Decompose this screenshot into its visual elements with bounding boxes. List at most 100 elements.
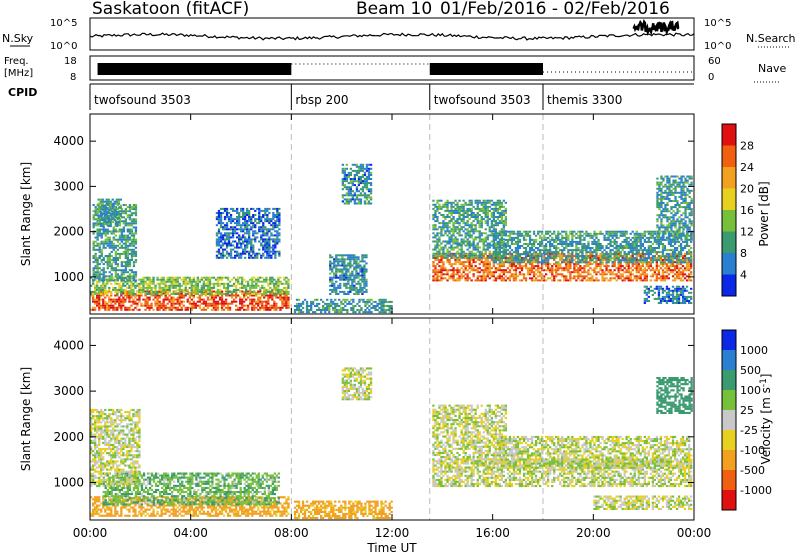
heatmap-cell — [179, 277, 181, 279]
heatmap-cell — [676, 259, 678, 261]
heatmap-cell — [120, 299, 122, 301]
heatmap-cell — [527, 259, 529, 261]
heatmap-cell — [94, 285, 96, 287]
heatmap-cell — [125, 210, 127, 212]
heatmap-cell — [203, 287, 205, 289]
heatmap-cell — [245, 291, 247, 293]
heatmap-cell — [503, 234, 505, 236]
heatmap-cell — [250, 222, 252, 224]
heatmap-cell — [257, 303, 259, 305]
heatmap-cell — [115, 239, 117, 241]
heatmap-cell — [362, 164, 364, 166]
heatmap-cell — [242, 249, 244, 251]
heatmap-cell — [463, 271, 465, 273]
heatmap-cell — [632, 273, 634, 275]
heatmap-cell — [391, 305, 393, 307]
heatmap-cell — [203, 307, 205, 309]
heatmap-cell — [265, 281, 267, 283]
heatmap-cell — [654, 273, 656, 275]
heatmap-cell — [110, 209, 112, 211]
heatmap-cell — [132, 289, 134, 291]
heatmap-cell — [436, 269, 438, 271]
heatmap-cell — [356, 303, 358, 305]
heatmap-cell — [283, 297, 285, 299]
heatmap-cell — [258, 220, 260, 222]
heatmap-cell — [589, 257, 591, 259]
heatmap-cell — [583, 277, 585, 279]
heatmap-cell — [349, 254, 351, 256]
heatmap-cell — [258, 210, 260, 212]
heatmap-cell — [333, 289, 335, 291]
heatmap-cell — [238, 253, 240, 255]
heatmap-cell — [169, 277, 171, 279]
heatmap-cell — [342, 194, 344, 196]
heatmap-cell — [219, 279, 221, 281]
heatmap-cell — [165, 285, 167, 287]
heatmap-cell — [473, 214, 475, 216]
heatmap-cell — [471, 234, 473, 236]
heatmap-cell — [446, 204, 448, 206]
heatmap-cell — [666, 269, 668, 271]
heatmap-cell — [95, 222, 97, 224]
heatmap-cell — [644, 267, 646, 269]
heatmap-cell — [335, 271, 337, 273]
heatmap-cell — [495, 257, 497, 259]
heatmap-cell — [505, 261, 507, 263]
heatmap-cell — [434, 210, 436, 212]
heatmap-cell — [355, 258, 357, 260]
heatmap-cell — [365, 269, 367, 271]
heatmap-cell — [499, 261, 501, 263]
heatmap-cell — [146, 285, 148, 287]
heatmap-cell — [230, 245, 232, 247]
heatmap-cell — [224, 210, 226, 212]
heatmap-cell — [244, 226, 246, 228]
heatmap-cell — [93, 222, 95, 224]
heatmap-cell — [177, 285, 179, 287]
heatmap-cell — [179, 287, 181, 289]
heatmap-cell — [340, 307, 342, 309]
heatmap-cell — [195, 303, 197, 305]
heatmap-cell — [240, 230, 242, 232]
heatmap-cell — [133, 241, 135, 243]
heatmap-cell — [226, 214, 228, 216]
heatmap-cell — [499, 238, 501, 240]
heatmap-cell — [339, 285, 341, 287]
heatmap-cell — [605, 265, 607, 267]
heatmap-cell — [618, 277, 620, 279]
heatmap-cell — [201, 277, 203, 279]
heatmap-cell — [684, 269, 686, 271]
heatmap-cell — [129, 208, 131, 210]
heatmap-cell — [463, 216, 465, 218]
heatmap-cell — [113, 259, 115, 261]
heatmap-cell — [370, 188, 372, 190]
heatmap-cell — [133, 263, 135, 265]
heatmap-cell — [356, 309, 358, 311]
heatmap-cell — [264, 243, 266, 245]
heatmap-cell — [250, 249, 252, 251]
heatmap-cell — [495, 277, 497, 279]
heatmap-cell — [249, 289, 251, 291]
heatmap-cell — [98, 199, 100, 201]
heatmap-cell — [485, 214, 487, 216]
heatmap-cell — [152, 293, 154, 295]
heatmap-cell — [626, 269, 628, 271]
heatmap-cell — [117, 253, 119, 255]
heatmap-cell — [479, 222, 481, 224]
heatmap-cell — [481, 261, 483, 263]
heatmap-cell — [246, 241, 248, 243]
heatmap-cell — [364, 305, 366, 307]
heatmap-cell — [272, 253, 274, 255]
heatmap-cell — [201, 279, 203, 281]
heatmap-cell — [612, 271, 614, 273]
heatmap-cell — [595, 273, 597, 275]
heatmap-cell — [99, 275, 101, 277]
heatmap-cell — [346, 176, 348, 178]
heatmap-cell — [351, 279, 353, 281]
heatmap-cell — [219, 297, 221, 299]
heatmap-cell — [471, 208, 473, 210]
heatmap-cell — [93, 261, 95, 263]
heatmap-cell — [185, 309, 187, 311]
heatmap-cell — [220, 245, 222, 247]
cpid-segment-label-3: themis 3300 — [547, 93, 622, 107]
heatmap-cell — [475, 265, 477, 267]
